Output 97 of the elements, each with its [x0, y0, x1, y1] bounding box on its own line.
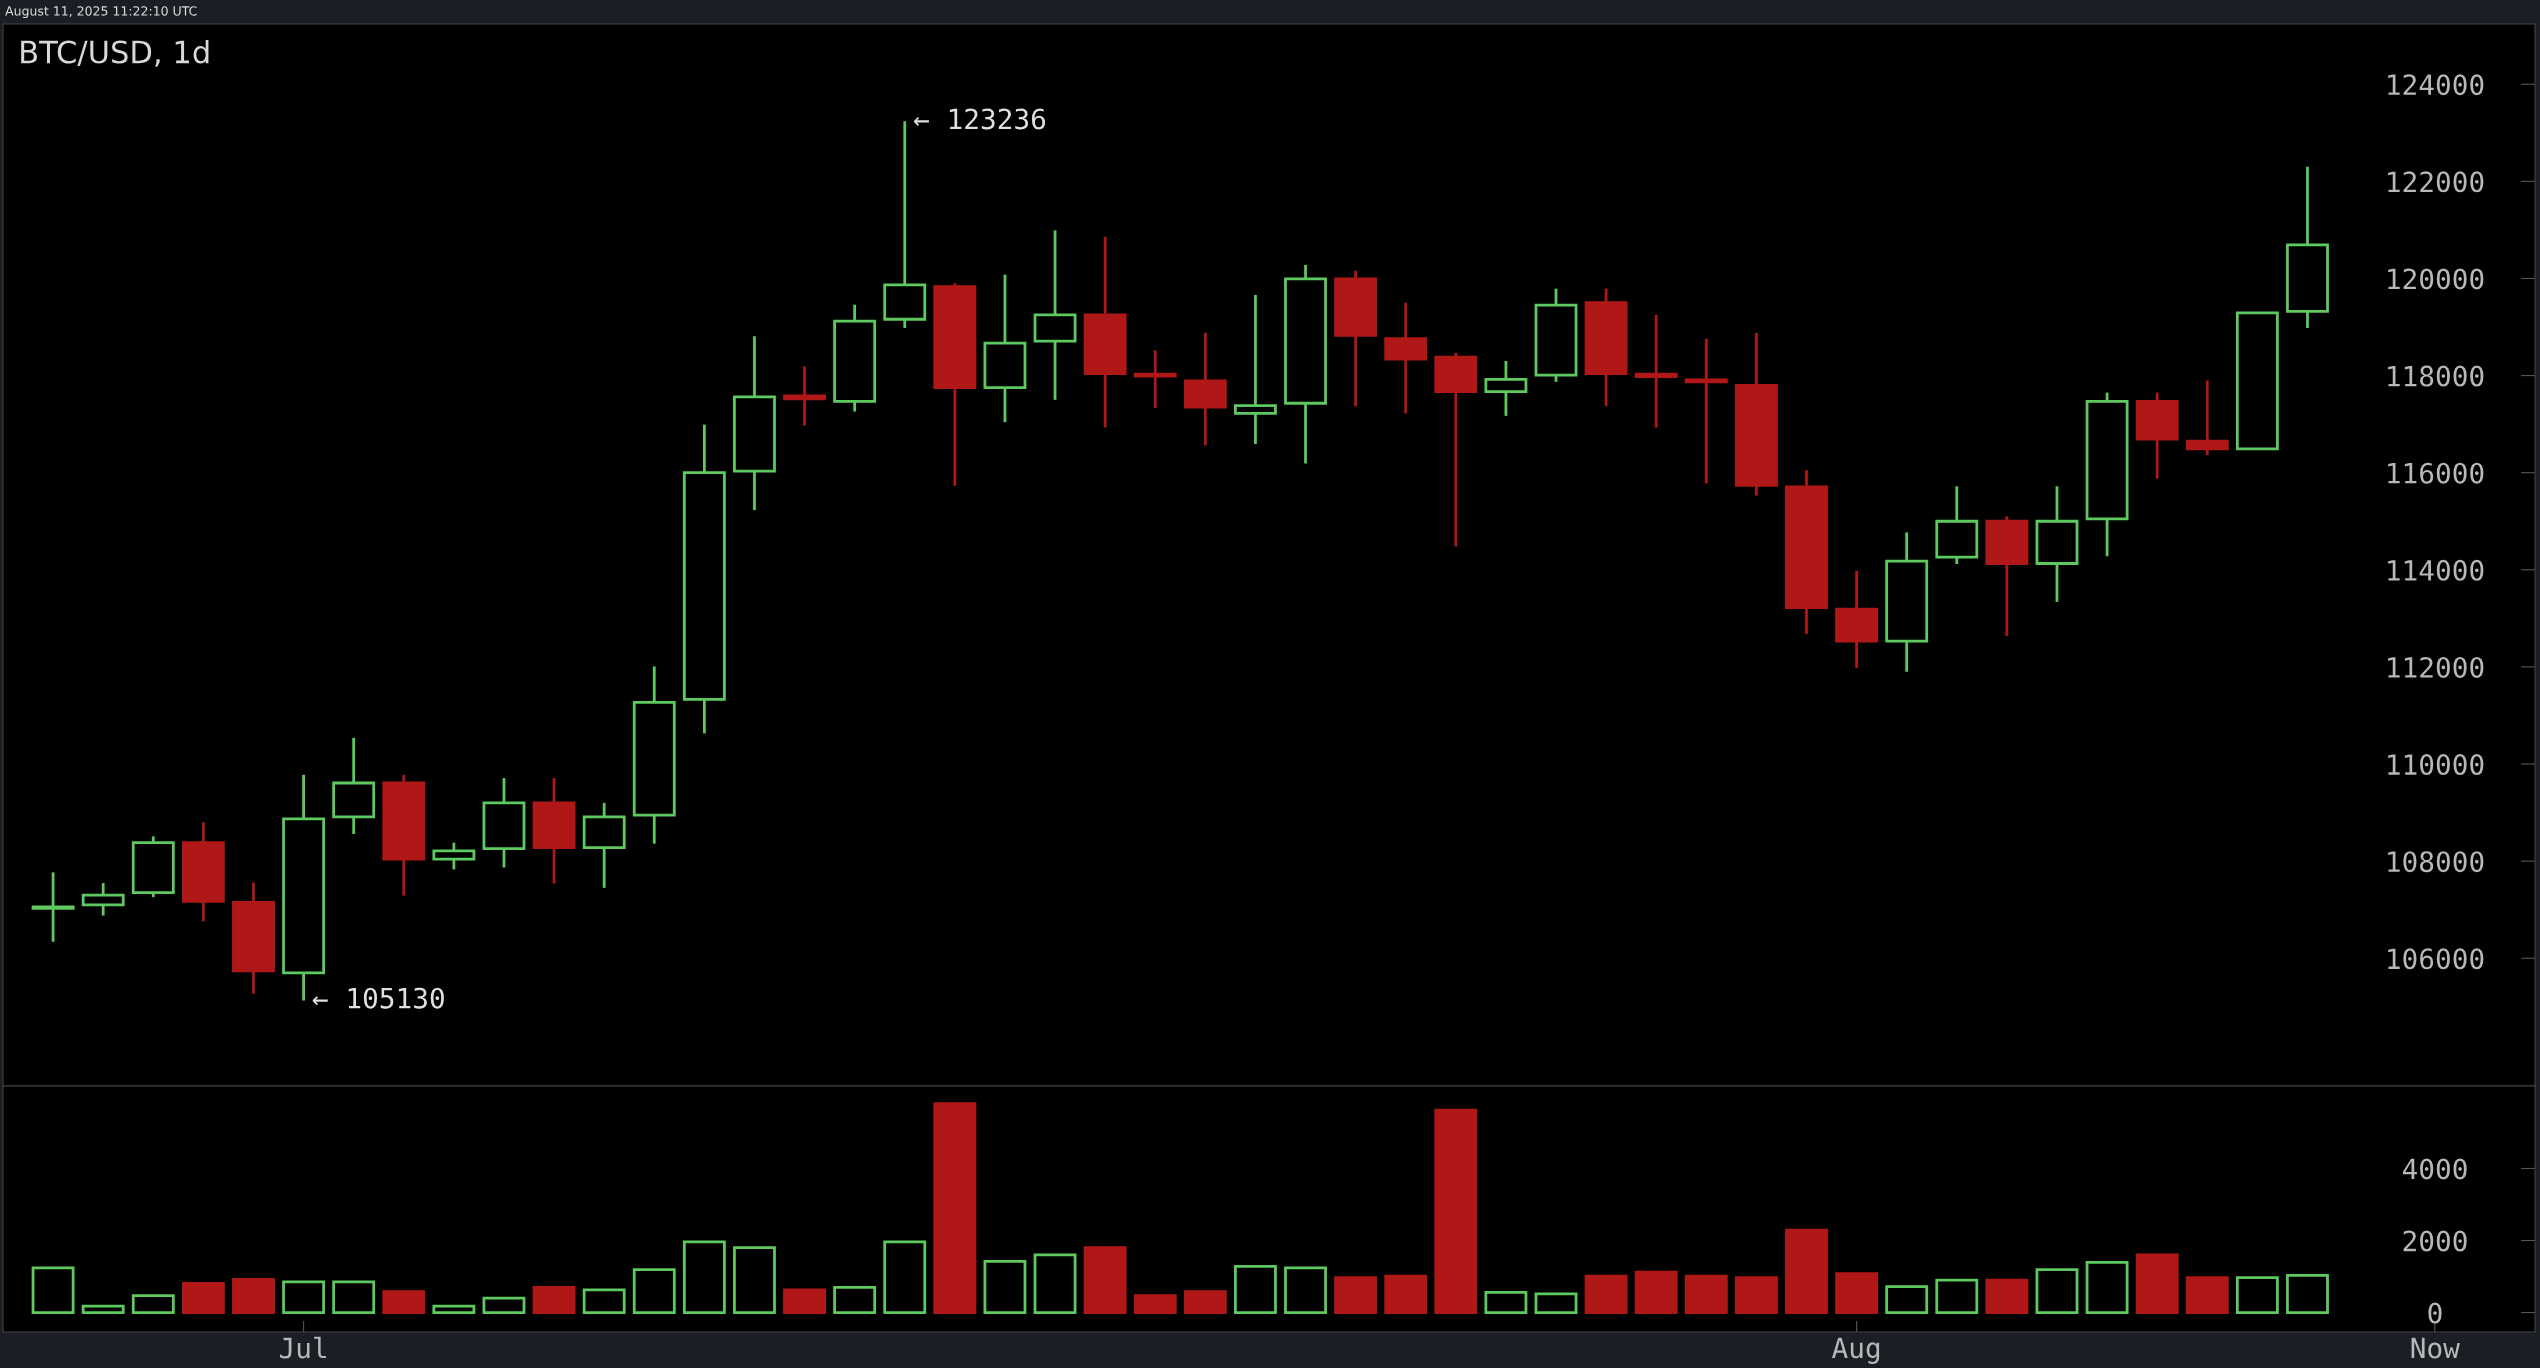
candlestick: [382, 773, 426, 898]
chart-title: BTC/USD, 1d: [21, 39, 209, 67]
y-tick-label: 112000: [2388, 656, 2484, 678]
y-tick-label: 0: [2428, 1302, 2442, 1324]
candlestick: [983, 273, 1027, 424]
bar: [31, 1266, 75, 1314]
bar: [1083, 1246, 1127, 1314]
bar: [181, 1281, 225, 1314]
candlestick: [181, 820, 225, 923]
annotation: ← 105130: [312, 987, 444, 1009]
bar: [733, 1246, 776, 1314]
candlestick: [1785, 468, 1828, 636]
bar: [81, 1304, 125, 1314]
bar: [1985, 1278, 2029, 1314]
candlestick: [1734, 331, 1778, 497]
candlestick: [482, 776, 526, 869]
y-tick-label: 120000: [2388, 268, 2484, 290]
chart-subtitle: August 11, 2025 11:22:10 UTC: [5, 6, 197, 19]
bar: [1434, 1108, 1478, 1314]
annotation: ← 123236: [913, 108, 1046, 130]
bar: [883, 1240, 927, 1314]
candlestick: [1183, 331, 1227, 447]
bar: [2085, 1261, 2129, 1314]
x-tick-label: Jul: [279, 1336, 326, 1359]
bar: [232, 1278, 275, 1314]
bar: [1334, 1276, 1378, 1314]
y-tick-label: 2000: [2403, 1230, 2467, 1252]
bar: [1634, 1270, 1678, 1314]
candlestick: [1484, 359, 1528, 418]
bar: [1785, 1228, 1828, 1314]
y-tick-label: 116000: [2388, 462, 2484, 484]
bar: [282, 1280, 326, 1314]
candlestick: [2286, 165, 2329, 330]
candlestick: [733, 334, 776, 512]
bar: [2185, 1276, 2229, 1314]
candlestick: [1584, 287, 1628, 408]
bar: [1885, 1285, 1929, 1314]
bar: [1935, 1278, 1979, 1314]
bar: [1534, 1292, 1578, 1314]
y-tick-label: 108000: [2388, 851, 2484, 873]
bar: [582, 1288, 626, 1314]
bar: [1684, 1274, 1728, 1314]
bar: [2135, 1253, 2179, 1314]
bar: [1835, 1272, 1879, 1314]
y-tick-label: 110000: [2388, 754, 2484, 776]
bar: [382, 1290, 426, 1314]
y-tick-label: 118000: [2388, 365, 2484, 387]
bar: [1384, 1274, 1428, 1314]
candlestick: [1083, 235, 1127, 429]
candlestick: [1334, 269, 1378, 408]
bar: [532, 1285, 576, 1314]
bar: [1234, 1265, 1277, 1314]
x-tick-label: Aug: [1832, 1337, 1880, 1364]
bar: [332, 1280, 376, 1314]
bar: [833, 1285, 877, 1314]
y-tick-label: 124000: [2388, 74, 2484, 96]
candlestick: [1234, 293, 1277, 446]
candlestick: [532, 776, 576, 885]
candlestick: [2035, 484, 2079, 604]
bar: [632, 1268, 676, 1314]
bar: [933, 1102, 977, 1314]
candlestick: [1384, 301, 1428, 415]
candlestick: [833, 303, 877, 413]
y-tick-label: 114000: [2388, 559, 2484, 581]
bar: [131, 1294, 175, 1314]
bar: [482, 1296, 526, 1314]
candlestick: [1634, 313, 1678, 429]
bar: [432, 1304, 476, 1314]
x-tick-label: Now: [2411, 1337, 2460, 1359]
bar: [682, 1240, 726, 1314]
candlestick: [1835, 569, 1879, 670]
candlestick: [632, 665, 676, 846]
candlestick: [1033, 228, 1077, 402]
bar: [1584, 1274, 1628, 1314]
candlestick: [31, 870, 75, 944]
bar: [2035, 1268, 2079, 1314]
bar: [1734, 1276, 1778, 1314]
bar: [2286, 1274, 2329, 1314]
y-tick-label: 122000: [2388, 171, 2484, 193]
bar: [783, 1288, 826, 1314]
candlestick: [332, 736, 376, 836]
candlestick: [81, 881, 125, 917]
candlestick: [232, 881, 275, 996]
bar: [983, 1260, 1027, 1314]
bar: [1183, 1290, 1227, 1314]
bar: [1133, 1294, 1177, 1314]
bar: [2235, 1276, 2279, 1314]
y-tick-label: 106000: [2388, 948, 2484, 970]
bar: [1484, 1290, 1528, 1314]
candlestick: [1885, 531, 1929, 674]
y-tick-label: 4000: [2402, 1158, 2467, 1180]
candlestick: [682, 423, 726, 735]
candlestick: [1284, 263, 1327, 465]
bar: [1284, 1266, 1327, 1314]
bar: [1033, 1253, 1077, 1314]
candlestick: [582, 801, 626, 890]
candlestick: [783, 364, 826, 427]
